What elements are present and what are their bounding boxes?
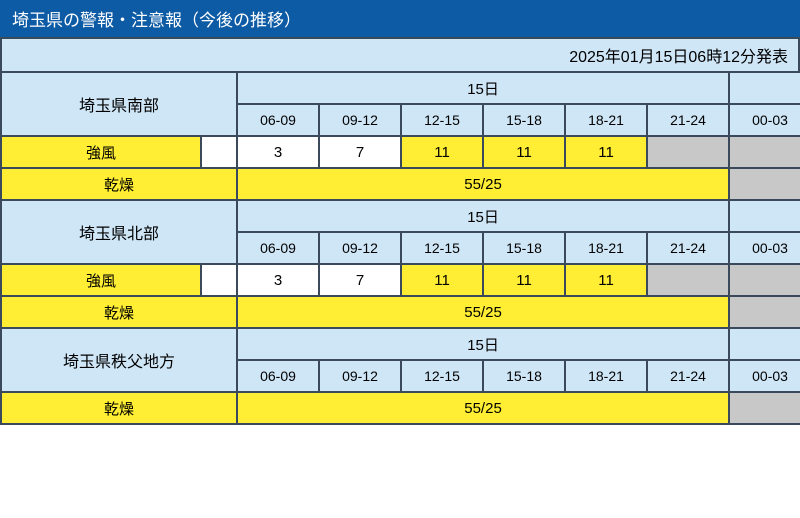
time-slot-header: 12-15 bbox=[401, 232, 483, 264]
time-slot-header: 18-21 bbox=[565, 232, 647, 264]
advisory-value: 7 bbox=[319, 264, 401, 296]
time-slot-header: 15-18 bbox=[483, 232, 565, 264]
weather-advisory-table: 埼玉県の警報・注意報（今後の推移） 2025年01月15日06時12分発表 埼玉… bbox=[0, 0, 800, 425]
advisory-value bbox=[729, 264, 800, 296]
region-name: 埼玉県北部 bbox=[1, 200, 237, 264]
time-slot-header: 21-24 bbox=[647, 104, 729, 136]
advisory-value: 11 bbox=[483, 264, 565, 296]
timestamp-text: 2025年01月15日06時12分発表 bbox=[569, 49, 788, 66]
advisory-label: 強風 bbox=[1, 136, 201, 168]
time-slot-header: 12-15 bbox=[401, 104, 483, 136]
date-header-next bbox=[729, 200, 800, 232]
time-slot-header: 06-09 bbox=[237, 232, 319, 264]
spacer-cell bbox=[201, 264, 237, 296]
time-slot-header: 06-09 bbox=[237, 104, 319, 136]
timestamp-row: 2025年01月15日06時12分発表 bbox=[0, 37, 800, 71]
date-header: 15日 bbox=[237, 72, 729, 104]
advisory-value: 11 bbox=[565, 264, 647, 296]
advisory-value bbox=[647, 264, 729, 296]
advisory-value bbox=[729, 296, 800, 328]
time-slot-header: 18-21 bbox=[565, 360, 647, 392]
title-text: 埼玉県の警報・注意報（今後の推移） bbox=[12, 11, 301, 30]
advisory-label: 強風 bbox=[1, 264, 201, 296]
time-slot-header: 15-18 bbox=[483, 104, 565, 136]
advisory-value bbox=[729, 136, 800, 168]
time-slot-header: 09-12 bbox=[319, 360, 401, 392]
advisory-value: 3 bbox=[237, 136, 319, 168]
advisory-label: 乾燥 bbox=[1, 392, 237, 424]
advisory-table: 埼玉県南部15日06-0909-1212-1515-1818-2121-2400… bbox=[0, 71, 800, 425]
time-slot-header: 21-24 bbox=[647, 232, 729, 264]
time-slot-header: 00-03 bbox=[729, 360, 800, 392]
advisory-band-value: 55/25 bbox=[237, 392, 729, 424]
advisory-band-value: 55/25 bbox=[237, 168, 729, 200]
time-slot-header: 12-15 bbox=[401, 360, 483, 392]
advisory-value: 7 bbox=[319, 136, 401, 168]
spacer-cell bbox=[201, 136, 237, 168]
advisory-value: 11 bbox=[483, 136, 565, 168]
time-slot-header: 15-18 bbox=[483, 360, 565, 392]
region-name: 埼玉県南部 bbox=[1, 72, 237, 136]
advisory-label: 乾燥 bbox=[1, 168, 237, 200]
region-name: 埼玉県秩父地方 bbox=[1, 328, 237, 392]
advisory-value: 11 bbox=[401, 264, 483, 296]
advisory-value bbox=[729, 392, 800, 424]
date-header-next bbox=[729, 328, 800, 360]
advisory-value: 11 bbox=[401, 136, 483, 168]
time-slot-header: 06-09 bbox=[237, 360, 319, 392]
date-header: 15日 bbox=[237, 328, 729, 360]
advisory-value: 11 bbox=[565, 136, 647, 168]
time-slot-header: 21-24 bbox=[647, 360, 729, 392]
advisory-band-value: 55/25 bbox=[237, 296, 729, 328]
time-slot-header: 09-12 bbox=[319, 104, 401, 136]
time-slot-header: 18-21 bbox=[565, 104, 647, 136]
advisory-value bbox=[647, 136, 729, 168]
advisory-value: 3 bbox=[237, 264, 319, 296]
time-slot-header: 09-12 bbox=[319, 232, 401, 264]
time-slot-header: 00-03 bbox=[729, 104, 800, 136]
advisory-value bbox=[729, 168, 800, 200]
title-bar: 埼玉県の警報・注意報（今後の推移） bbox=[0, 0, 800, 37]
date-header: 15日 bbox=[237, 200, 729, 232]
date-header-next bbox=[729, 72, 800, 104]
advisory-label: 乾燥 bbox=[1, 296, 237, 328]
time-slot-header: 00-03 bbox=[729, 232, 800, 264]
